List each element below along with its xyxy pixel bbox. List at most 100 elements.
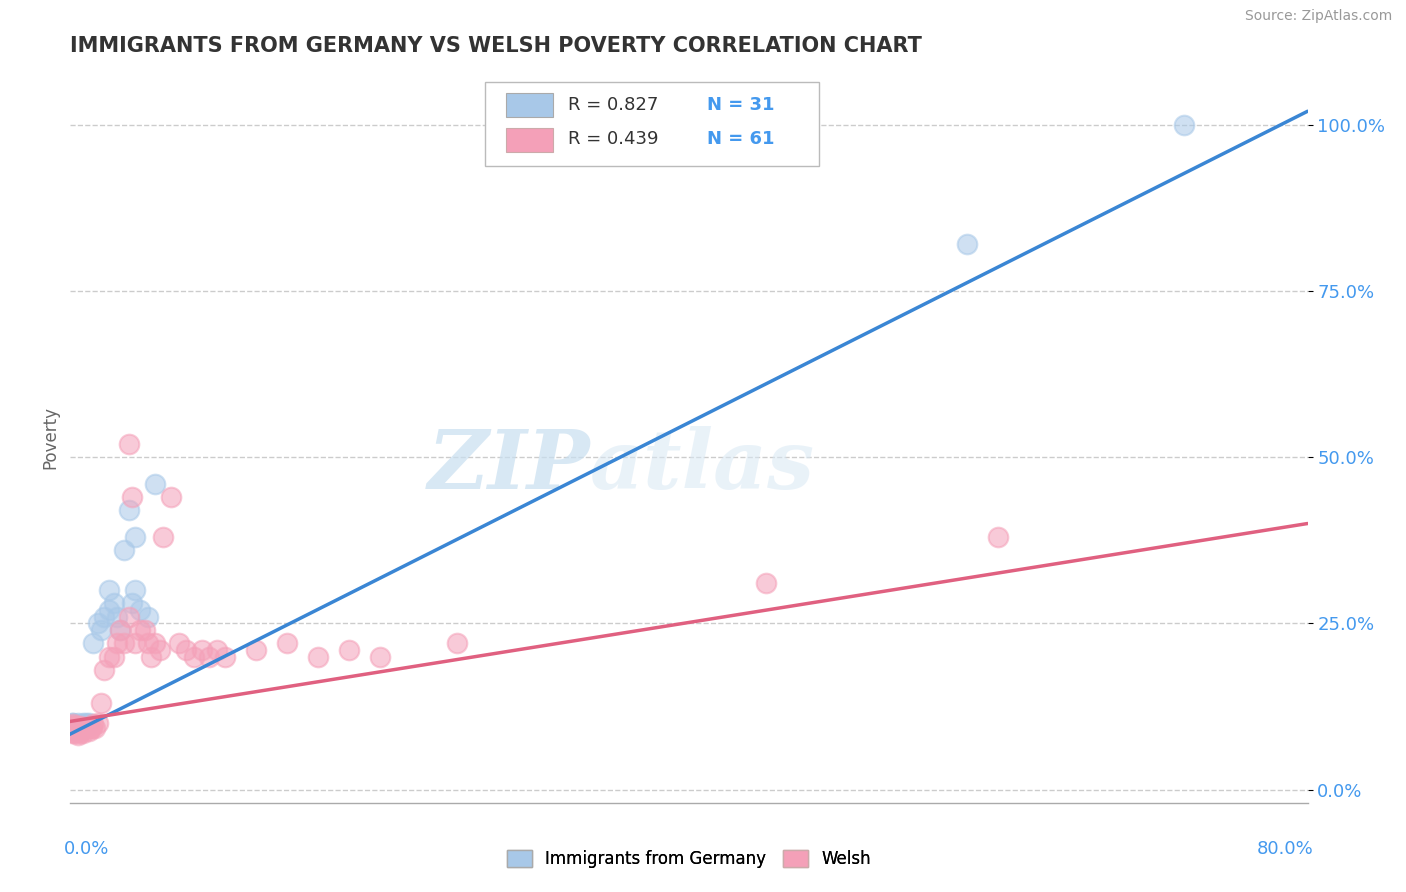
Point xyxy=(307,649,329,664)
Point xyxy=(118,436,141,450)
Point xyxy=(80,722,103,736)
Point xyxy=(65,719,87,733)
Bar xyxy=(506,128,553,152)
Point xyxy=(73,719,96,733)
Point xyxy=(82,636,105,650)
Text: IMMIGRANTS FROM GERMANY VS WELSH POVERTY CORRELATION CHART: IMMIGRANTS FROM GERMANY VS WELSH POVERTY… xyxy=(70,36,922,55)
Point xyxy=(63,723,86,737)
Text: ZIP: ZIP xyxy=(427,426,591,507)
Point xyxy=(87,716,110,731)
Point xyxy=(956,237,979,252)
Legend: Immigrants from Germany, Welsh: Immigrants from Germany, Welsh xyxy=(501,844,877,875)
Point xyxy=(129,623,152,637)
Point xyxy=(93,663,115,677)
Point xyxy=(79,722,101,736)
Bar xyxy=(506,94,553,118)
Point xyxy=(70,723,93,737)
Point xyxy=(183,649,205,664)
Point xyxy=(69,726,91,740)
Text: atlas: atlas xyxy=(591,426,815,507)
Point xyxy=(70,723,93,738)
Point xyxy=(62,717,84,731)
Point xyxy=(60,726,83,740)
Point xyxy=(108,623,131,637)
Point xyxy=(129,603,152,617)
Point xyxy=(98,582,120,597)
Point xyxy=(368,649,391,664)
Point xyxy=(446,636,468,650)
Point xyxy=(62,716,84,731)
Point xyxy=(62,723,84,737)
Point xyxy=(65,719,87,733)
Point xyxy=(75,716,97,731)
Point xyxy=(98,603,120,617)
Point xyxy=(276,636,298,650)
Point xyxy=(72,726,94,740)
Point xyxy=(93,609,115,624)
Point xyxy=(149,643,172,657)
Point xyxy=(207,643,229,657)
Point xyxy=(60,716,83,731)
Point xyxy=(72,716,94,731)
Point xyxy=(136,609,159,624)
Point xyxy=(105,636,128,650)
Point xyxy=(121,596,143,610)
Text: Source: ZipAtlas.com: Source: ZipAtlas.com xyxy=(1244,9,1392,23)
Text: R = 0.439: R = 0.439 xyxy=(568,130,658,148)
Point xyxy=(152,530,174,544)
Point xyxy=(67,728,90,742)
Point xyxy=(67,716,90,731)
Point xyxy=(76,719,98,733)
Point xyxy=(63,722,86,736)
Point xyxy=(145,476,166,491)
Point xyxy=(136,636,159,650)
Point xyxy=(63,726,86,740)
Point xyxy=(145,636,166,650)
Point xyxy=(77,716,100,731)
Point xyxy=(60,719,83,733)
Point xyxy=(70,719,93,733)
Point xyxy=(108,623,131,637)
Point xyxy=(118,609,141,624)
Point xyxy=(82,717,105,731)
Point xyxy=(139,649,162,664)
Point xyxy=(98,649,120,664)
Point xyxy=(76,722,98,736)
Point xyxy=(105,609,128,624)
Text: R = 0.827: R = 0.827 xyxy=(568,96,658,114)
Point xyxy=(337,643,360,657)
FancyBboxPatch shape xyxy=(485,82,818,167)
Point xyxy=(174,643,197,657)
Point xyxy=(1173,118,1195,132)
Point xyxy=(103,596,125,610)
Point xyxy=(84,722,107,736)
Point xyxy=(160,490,183,504)
Point xyxy=(124,636,146,650)
Point xyxy=(987,530,1010,544)
Point xyxy=(75,722,97,736)
Point xyxy=(87,616,110,631)
Point xyxy=(69,722,91,736)
Point xyxy=(134,623,156,637)
Point xyxy=(90,623,112,637)
Point xyxy=(118,503,141,517)
Point xyxy=(245,643,267,657)
Point xyxy=(77,723,100,738)
Point xyxy=(214,649,236,664)
Point xyxy=(121,490,143,504)
Point xyxy=(65,723,87,738)
Point xyxy=(69,719,91,733)
Point xyxy=(198,649,221,664)
Text: N = 61: N = 61 xyxy=(707,130,775,148)
Y-axis label: Poverty: Poverty xyxy=(41,406,59,468)
Text: N = 31: N = 31 xyxy=(707,96,775,114)
Point xyxy=(191,643,214,657)
Point xyxy=(59,719,82,733)
Point xyxy=(67,719,90,733)
Point xyxy=(103,649,125,664)
Point xyxy=(167,636,190,650)
Point xyxy=(755,576,778,591)
Text: 80.0%: 80.0% xyxy=(1257,840,1313,858)
Point xyxy=(114,543,135,558)
Point xyxy=(124,530,146,544)
